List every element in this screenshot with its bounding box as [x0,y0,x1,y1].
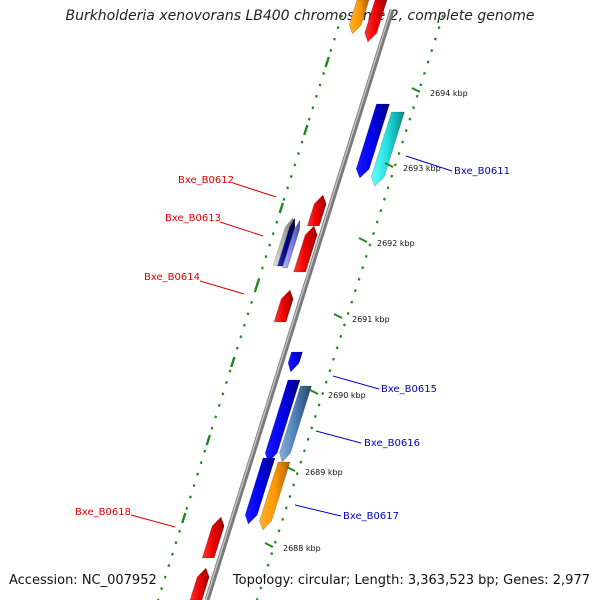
gene-features [189,0,405,600]
chromosome-backbone-highlight [205,9,392,600]
gene-label-bxe-b0617[interactable]: Bxe_B0617 [343,511,399,522]
gene-labels: Bxe_B0611 Bxe_B0612 Bxe_B0613 Bxe_B0614 Bxe_… [75,155,510,528]
gene-feature-small-blue[interactable] [264,379,301,463]
gene-feature-red-bottom[interactable] [189,567,210,600]
chromosome-backbone [204,9,395,600]
scale-tick-label: 2691 kbp [352,315,390,324]
gene-feature-bxe-b0611[interactable] [370,111,405,187]
scale-tick-label: 2688 kbp [283,544,321,553]
scale-tick-label: 2693 kbp [403,164,441,173]
scale-tick-label: 2692 kbp [377,239,415,248]
topology-text: Topology: circular; Length: 3,363,523 bp… [232,573,590,588]
gene-feature-red-top[interactable] [364,0,388,43]
minus-strand-dashes [181,56,330,524]
map-title: Burkholderia xenovorans LB400 chromosome… [65,8,535,24]
gene-feature-bxe-b0613-red[interactable] [293,225,318,273]
accession-text: Accession: NC_007952 [9,573,157,588]
gene-label-bxe-b0612[interactable]: Bxe_B0612 [178,175,234,186]
gene-feature-orange-top[interactable] [348,0,370,35]
gene-feature-bxe-b0611-a[interactable] [355,103,390,179]
gene-feature-blue-lower[interactable] [244,457,276,525]
gene-label-bxe-b0618[interactable]: Bxe_B0618 [75,507,131,518]
gene-feature-bxe-b0612[interactable] [306,194,327,227]
gene-feature-bxe-b0618[interactable] [201,516,225,559]
scale-tick-label: 2690 kbp [328,391,366,400]
gene-label-bxe-b0613[interactable]: Bxe_B0613 [165,213,221,224]
gene-label-bxe-b0615[interactable]: Bxe_B0615 [381,384,437,395]
gene-feature-bxe-b0614[interactable] [273,289,294,323]
gene-feature-bxe-b0615[interactable] [287,351,303,373]
scale-tick-label: 2689 kbp [305,468,343,477]
gene-feature-bxe-b0617[interactable] [259,461,291,531]
gene-feature-bxe-b0613-b[interactable] [282,219,301,269]
gene-feature-bxe-b0613[interactable] [277,217,296,267]
gene-label-bxe-b0611[interactable]: Bxe_B0611 [454,166,510,177]
scale-ticks: 2694 kbp 2693 kbp 2692 kbp 2691 kbp 2690 kbp… [264,87,468,553]
gene-label-bxe-b0616[interactable]: Bxe_B0616 [364,438,420,449]
gene-feature-bxe-b0616[interactable] [279,385,312,463]
scale-tick-label: 2694 kbp [430,89,468,98]
gene-label-bxe-b0614[interactable]: Bxe_B0614 [144,272,200,283]
